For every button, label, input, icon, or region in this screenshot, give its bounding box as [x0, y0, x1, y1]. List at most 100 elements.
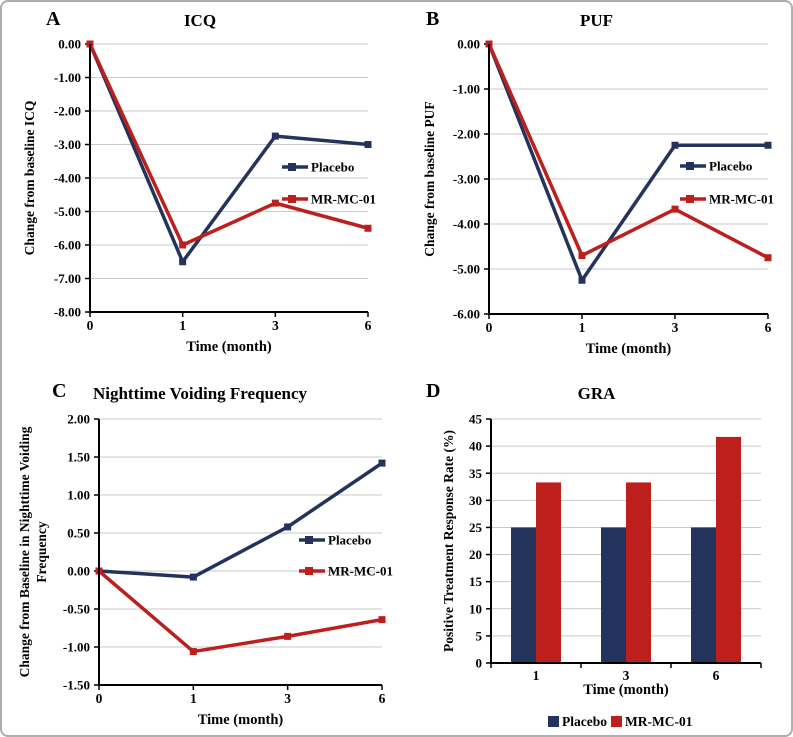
- x-tick-label: 0: [96, 691, 103, 706]
- legend-marker-placebo: [288, 163, 296, 171]
- placebo-marker: [271, 132, 279, 140]
- y-tick-label: 1.50: [67, 450, 90, 465]
- nighttime-voiding-line-chart: 2.00 1.50 1.00 0.50 0.00 -0.50 -1.00 -1.50 0 1 3 6 T…: [17, 412, 393, 728]
- y-tick-label: -2.00: [453, 127, 480, 142]
- y-tick-label: -5.00: [453, 262, 480, 277]
- placebo-line: [487, 42, 770, 282]
- y-tick-label: -5.00: [54, 204, 81, 219]
- y-tick-label: 15: [469, 574, 483, 589]
- x-tick-label: 1: [533, 668, 540, 683]
- placebo-marker: [179, 258, 187, 266]
- legend-marker-mr-mc-01: [288, 195, 296, 203]
- panel-title-gra: GRA: [577, 384, 616, 403]
- y-tick-label: 2.00: [67, 412, 90, 427]
- mr-mc-01-line: [97, 569, 384, 654]
- y-tick-label: 0.00: [457, 37, 480, 52]
- panel-letter-c: C: [52, 380, 67, 402]
- panel-title-puf: PUF: [579, 11, 614, 30]
- panel-letter-a: A: [46, 8, 61, 30]
- y-tick-label: 25: [469, 520, 483, 535]
- mr-mc-01-marker: [284, 632, 292, 640]
- mr-mc-01-marker: [378, 616, 386, 624]
- y-tick-label: 40: [469, 439, 482, 454]
- x-tick-label: 1: [579, 320, 586, 335]
- legend-marker-placebo: [305, 536, 313, 544]
- y-tick-label: 35: [469, 466, 483, 481]
- x-axis-title: Time (month): [586, 341, 672, 357]
- x-tick-label: 3: [272, 318, 279, 333]
- y-tick-label: -0.50: [63, 602, 90, 617]
- x-tick-label: 6: [365, 318, 372, 333]
- panel-letter-d: D: [426, 380, 441, 402]
- legend-label-placebo: Placebo: [709, 159, 752, 174]
- legend-label-mr-mc-01: MR-MC-01: [625, 714, 693, 729]
- x-tick-label: 6: [765, 320, 772, 335]
- y-tick-label: 10: [469, 601, 482, 616]
- y-tick-label: -6.00: [54, 238, 81, 253]
- y-tick-label: -1.00: [54, 70, 81, 85]
- mr-mc-01-bar: [626, 482, 651, 663]
- x-tick-label: 1: [190, 691, 197, 706]
- placebo-line: [88, 42, 370, 264]
- y-tick-label: -3.00: [453, 172, 480, 187]
- x-tick-label: 0: [87, 318, 94, 333]
- y-tick-label: 0.00: [58, 37, 81, 52]
- mr-mc-01-marker: [764, 254, 772, 262]
- panel-gra: D GRA 45 40 35 30 25 20 15 10 5 0 1 3 6 Time (month) P…: [398, 372, 791, 735]
- panel-letter-b: B: [426, 8, 440, 30]
- puf-line-chart: 0.00 -1.00 -2.00 -3.00 -4.00 -5.00 -6.00 0 1 3 6 Ti…: [422, 37, 774, 357]
- y-axis-title: Change from baseline ICQ: [22, 101, 37, 256]
- x-tick-label: 3: [284, 691, 291, 706]
- y-tick-label: 0.50: [67, 526, 90, 541]
- y-tick-label: -8.00: [54, 305, 81, 320]
- y-tick-label: -1.50: [63, 678, 90, 693]
- mr-mc-01-marker: [578, 252, 586, 259]
- panel-nighttime-voiding: C Nighttime Voiding Frequency 2.00 1.50 1.…: [2, 372, 398, 735]
- placebo-marker: [764, 141, 772, 149]
- y-tick-label: -2.00: [54, 104, 81, 119]
- x-tick-label: 3: [623, 668, 630, 683]
- y-tick-label: -6.00: [453, 307, 480, 322]
- legend-label-placebo: Placebo: [562, 714, 607, 729]
- gra-bar-chart: 45 40 35 30 25 20 15 10 5 0 1 3 6 Time (month) Positiv…: [441, 412, 762, 729]
- mr-mc-01-marker: [271, 199, 279, 207]
- panel-title-nvf: Nighttime Voiding Frequency: [92, 384, 308, 403]
- legend-marker-mr-mc-01: [686, 195, 694, 203]
- legend-marker-placebo: [686, 162, 694, 170]
- mr-mc-01-marker: [364, 224, 372, 232]
- placebo-bar: [691, 527, 716, 663]
- mr-mc-01-bar: [716, 436, 741, 663]
- legend-label-placebo: Placebo: [328, 533, 371, 548]
- y-tick-label: -4.00: [453, 217, 480, 232]
- y-tick-label: 5: [476, 628, 483, 643]
- placebo-marker: [378, 459, 386, 467]
- y-axis-title: Change from baseline PUF: [422, 101, 437, 256]
- placebo-bar: [511, 527, 536, 663]
- x-tick-label: 1: [179, 318, 186, 333]
- y-tick-label: -7.00: [54, 271, 81, 286]
- y-axis-title: Positive Treatment Response Rate (%): [441, 430, 456, 652]
- mr-mc-01-marker: [671, 205, 679, 213]
- placebo-marker: [578, 276, 586, 284]
- legend-label-placebo: Placebo: [311, 160, 354, 175]
- x-axis-title: Time (month): [583, 682, 669, 698]
- x-axis-title: Time (month): [186, 339, 272, 355]
- placebo-marker: [284, 523, 292, 531]
- y-tick-label: -4.00: [54, 171, 81, 186]
- placebo-marker: [671, 141, 679, 149]
- legend-label-mr-mc-01: MR-MC-01: [709, 192, 774, 207]
- y-axis-title: Change from Baseline in Nighttime Voidin…: [17, 426, 32, 677]
- legend-marker-placebo: [548, 716, 559, 727]
- mr-mc-01-line: [487, 42, 770, 260]
- panel-puf: B PUF 0.00 -1.00 -2.00 -3.00 -4.00 -5.00 -6.00…: [398, 2, 791, 372]
- mr-mc-01-bar: [536, 482, 561, 663]
- x-tick-label: 6: [379, 691, 386, 706]
- panel-icq: A ICQ 0.00 -1.00 -2.00 -3.00 -4.00 -5.00 -6.00…: [2, 2, 398, 372]
- placebo-bar: [601, 527, 626, 663]
- panel-title-icq: ICQ: [183, 11, 217, 30]
- y-axis-title: Frequency: [34, 521, 49, 582]
- y-tick-label: -1.00: [453, 82, 480, 97]
- legend-label-mr-mc-01: MR-MC-01: [328, 564, 393, 579]
- legend-marker-mr-mc-01: [611, 716, 622, 727]
